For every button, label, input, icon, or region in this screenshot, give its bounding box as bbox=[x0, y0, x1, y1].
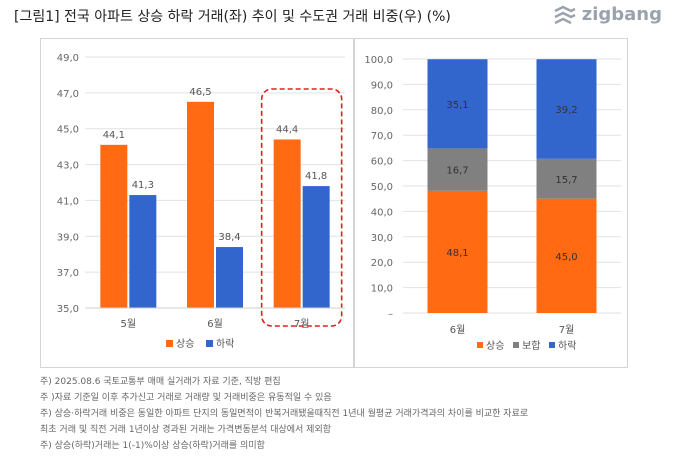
data-label: 48,1 bbox=[446, 248, 468, 259]
y-tick-label: 100,0 bbox=[364, 55, 393, 66]
data-label: 15,7 bbox=[555, 175, 577, 186]
y-tick-label: 70,0 bbox=[371, 131, 393, 142]
capital-area-share-chart: – 10,0 20,0 30,0 40,0 50,0 60,0 70,0 80,0 90,0 100… bbox=[354, 38, 628, 368]
figure-title: [그림1] 전국 아파트 상승 하락 거래(좌) 추이 및 수도권 거래 비중(… bbox=[14, 9, 451, 25]
y-tick-label: 37,0 bbox=[57, 268, 79, 279]
footnote: 주) 상승·하락거래 비중은 동일한 아파트 단지의 동일면적이 반복거래됐을때… bbox=[40, 409, 529, 419]
legend-label: 상승 bbox=[176, 338, 194, 350]
bar-segment-하락 bbox=[536, 59, 597, 159]
x-tick-label: 6월 bbox=[207, 318, 223, 330]
footnote: 최초 거래 및 직전 거래 1년이상 경과된 거래는 가격변동분석 대상에서 제… bbox=[40, 425, 332, 435]
logo-text: zigbang bbox=[581, 4, 662, 25]
legend-swatch-상승 bbox=[477, 342, 483, 348]
y-tick-label: 35,0 bbox=[57, 304, 79, 315]
bar-하락 bbox=[302, 186, 330, 308]
y-tick-label: 41,0 bbox=[57, 196, 79, 207]
data-label: 38,4 bbox=[218, 232, 240, 243]
y-tick-label: 43,0 bbox=[57, 161, 79, 172]
legend-swatch-하락 bbox=[549, 342, 555, 348]
legend-label: 하락 bbox=[558, 339, 576, 352]
data-label: 44,4 bbox=[276, 124, 298, 135]
data-label: 39,2 bbox=[555, 105, 577, 116]
y-tick-label: 47,0 bbox=[57, 89, 79, 100]
y-tick-label: 80,0 bbox=[371, 106, 393, 117]
x-tick-label: 7월 bbox=[559, 324, 575, 336]
legend-label: 보합 bbox=[522, 340, 540, 352]
x-tick-label: 7월 bbox=[294, 318, 310, 330]
y-tick-label: 20,0 bbox=[371, 258, 393, 269]
legend-label: 상승 bbox=[486, 340, 504, 352]
y-tick-label: 90,0 bbox=[371, 80, 393, 91]
bar-상승 bbox=[100, 144, 128, 308]
y-tick-label: 45,0 bbox=[57, 125, 79, 136]
y-tick-label: 49,0 bbox=[57, 53, 79, 64]
footnote: 주) 상승(하락)거래는 1(-1)%이상 상승(하락)거래를 의미함 bbox=[40, 441, 265, 451]
x-tick-label: 6월 bbox=[450, 324, 466, 336]
highlight-box bbox=[260, 88, 343, 327]
legend-label: 하락 bbox=[216, 337, 234, 350]
y-tick-label: 10,0 bbox=[371, 284, 393, 295]
legend-swatch-상승 bbox=[166, 340, 173, 347]
bar-segment-하락 bbox=[427, 59, 488, 149]
y-tick-label: 60,0 bbox=[371, 157, 393, 168]
y-tick-label: 50,0 bbox=[371, 182, 393, 193]
bar-상승 bbox=[187, 101, 214, 308]
y-tick-label: 40,0 bbox=[371, 207, 393, 218]
data-label: 41,8 bbox=[305, 171, 327, 182]
bar-segment-상승 bbox=[427, 190, 488, 313]
data-label: 45,0 bbox=[555, 252, 577, 263]
footnotes: 주) 2025.08.6 국토교통부 매매 실거래가 자료 기준, 직방 편집 … bbox=[40, 374, 528, 454]
footnote: 주 )자료 기준일 이후 추가신고 거래로 거래량 및 거래비중은 유동적일 수… bbox=[40, 393, 332, 403]
data-label: 44,1 bbox=[103, 130, 125, 141]
data-label: 35,1 bbox=[446, 100, 468, 111]
bar-segment-보합 bbox=[536, 158, 597, 199]
legend-swatch-하락 bbox=[206, 340, 213, 347]
legend-swatch-보합 bbox=[513, 342, 519, 348]
bar-segment-보합 bbox=[427, 148, 488, 191]
zigbang-logo-icon bbox=[554, 5, 576, 24]
capital-area-share-svg: – 10,0 20,0 30,0 40,0 50,0 60,0 70,0 80,0 90,0 100… bbox=[364, 55, 621, 352]
brand-logo: zigbang bbox=[552, 4, 662, 25]
bar-상승 bbox=[273, 139, 301, 308]
data-label: 41,3 bbox=[132, 180, 154, 191]
up-down-trend-svg: 35,0 37,0 39,0 41,0 43,0 45,0 47,0 49,0 44,1 41,3… bbox=[57, 53, 345, 350]
y-tick-label: 39,0 bbox=[57, 232, 79, 243]
bar-하락 bbox=[129, 195, 157, 308]
y-tick-label: – bbox=[388, 309, 393, 320]
data-label: 16,7 bbox=[446, 166, 468, 177]
footnote: 주) 2025.08.6 국토교통부 매매 실거래가 자료 기준, 직방 편집 bbox=[40, 377, 281, 387]
bar-segment-상승 bbox=[536, 198, 597, 313]
up-down-trend-chart: 35,0 37,0 39,0 41,0 43,0 45,0 47,0 49,0 44,1 41,3… bbox=[40, 38, 354, 368]
x-tick-label: 5월 bbox=[121, 318, 137, 330]
data-label: 46,5 bbox=[189, 87, 211, 98]
bar-하락 bbox=[216, 247, 243, 308]
y-tick-label: 30,0 bbox=[371, 233, 393, 244]
